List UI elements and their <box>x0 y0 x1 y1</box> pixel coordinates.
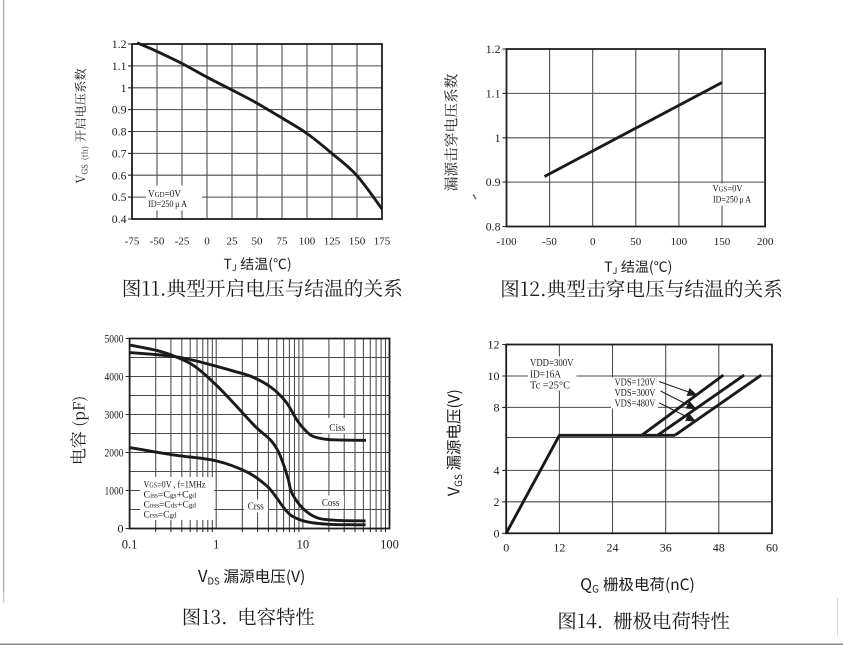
svg-text:1: 1 <box>121 81 127 95</box>
svg-text:25: 25 <box>227 236 239 248</box>
svg-text:0.4: 0.4 <box>112 212 127 226</box>
svg-text:10: 10 <box>297 538 310 552</box>
svg-text:1000: 1000 <box>105 484 124 498</box>
svg-text:100: 100 <box>671 236 688 248</box>
svg-text:50: 50 <box>252 236 264 248</box>
svg-text:150: 150 <box>714 236 731 248</box>
svg-text:0.7: 0.7 <box>112 147 127 161</box>
svg-text:0.8: 0.8 <box>112 125 127 139</box>
svg-text:5000: 5000 <box>105 332 124 346</box>
svg-text:36: 36 <box>660 541 672 555</box>
svg-text:8: 8 <box>494 401 500 415</box>
svg-text:12: 12 <box>553 541 565 555</box>
svg-text:24: 24 <box>607 541 619 555</box>
svg-text:-25: -25 <box>175 236 190 248</box>
svg-text:-50: -50 <box>542 236 557 248</box>
svg-text:Tc =25°C: Tc =25°C <box>530 381 570 392</box>
svg-text:-75: -75 <box>125 236 140 248</box>
svg-text:0.1: 0.1 <box>122 538 138 552</box>
svg-text:VDD=300V: VDD=300V <box>530 358 574 369</box>
svg-text:0: 0 <box>494 527 500 541</box>
svg-text:0.6: 0.6 <box>112 168 127 182</box>
svg-text:Ciss=Cgs+Cgd: Ciss=Cgs+Cgd <box>144 490 197 501</box>
svg-text:100: 100 <box>299 236 316 248</box>
svg-text:VGS=0V , f=1MHz: VGS=0V , f=1MHz <box>144 480 207 491</box>
svg-text:0: 0 <box>503 541 509 555</box>
svg-text:-50: -50 <box>150 236 165 248</box>
svg-text:0.9: 0.9 <box>486 175 501 189</box>
svg-text:Coss=Cds+Cgd: Coss=Cds+Cgd <box>144 500 197 511</box>
svg-text:150: 150 <box>349 236 366 248</box>
svg-text:175: 175 <box>374 236 391 248</box>
svg-text:VDS=480V: VDS=480V <box>615 397 656 409</box>
svg-text:60: 60 <box>766 541 778 555</box>
svg-text:VDS=120V: VDS=120V <box>615 376 656 388</box>
svg-text:-100: -100 <box>496 236 517 248</box>
svg-text:0: 0 <box>118 522 124 536</box>
svg-text:50: 50 <box>630 236 642 248</box>
svg-text:ID=250 μ A: ID=250 μ A <box>713 196 751 206</box>
svg-text:4: 4 <box>494 464 500 478</box>
svg-text:75: 75 <box>277 236 289 248</box>
svg-text:200: 200 <box>757 236 774 248</box>
svg-text:Ciss: Ciss <box>329 422 345 434</box>
svg-text:1: 1 <box>495 131 501 145</box>
svg-text:0: 0 <box>204 236 210 248</box>
svg-text:ID=16A: ID=16A <box>530 369 562 380</box>
svg-text:1.1: 1.1 <box>112 59 127 73</box>
svg-text:ID=250 μ A: ID=250 μ A <box>148 199 187 210</box>
svg-text:Coss: Coss <box>322 497 340 509</box>
svg-text:1.2: 1.2 <box>112 37 127 51</box>
svg-text:12: 12 <box>488 338 500 352</box>
svg-text:1.1: 1.1 <box>486 87 501 101</box>
svg-text:VDS=300V: VDS=300V <box>615 387 656 399</box>
svg-text:2000: 2000 <box>105 446 124 460</box>
svg-text:1: 1 <box>213 538 219 552</box>
svg-text:Crss: Crss <box>248 501 264 513</box>
svg-text:3000: 3000 <box>105 408 124 422</box>
svg-text:4000: 4000 <box>105 370 124 384</box>
svg-text:0.9: 0.9 <box>112 103 127 117</box>
svg-text:VGS=0V: VGS=0V <box>713 184 743 194</box>
svg-text:0: 0 <box>590 236 596 248</box>
svg-text:10: 10 <box>488 369 500 383</box>
svg-text:125: 125 <box>324 236 341 248</box>
svg-text:48: 48 <box>713 541 725 555</box>
svg-text:0.5: 0.5 <box>112 190 127 204</box>
svg-text:Crss=Cgd: Crss=Cgd <box>144 510 177 521</box>
svg-text:VGD=0V: VGD=0V <box>148 189 182 200</box>
svg-text:2: 2 <box>494 495 500 509</box>
svg-text:0.8: 0.8 <box>486 220 501 234</box>
svg-text:100: 100 <box>380 538 399 552</box>
svg-text:1.2: 1.2 <box>486 42 501 56</box>
